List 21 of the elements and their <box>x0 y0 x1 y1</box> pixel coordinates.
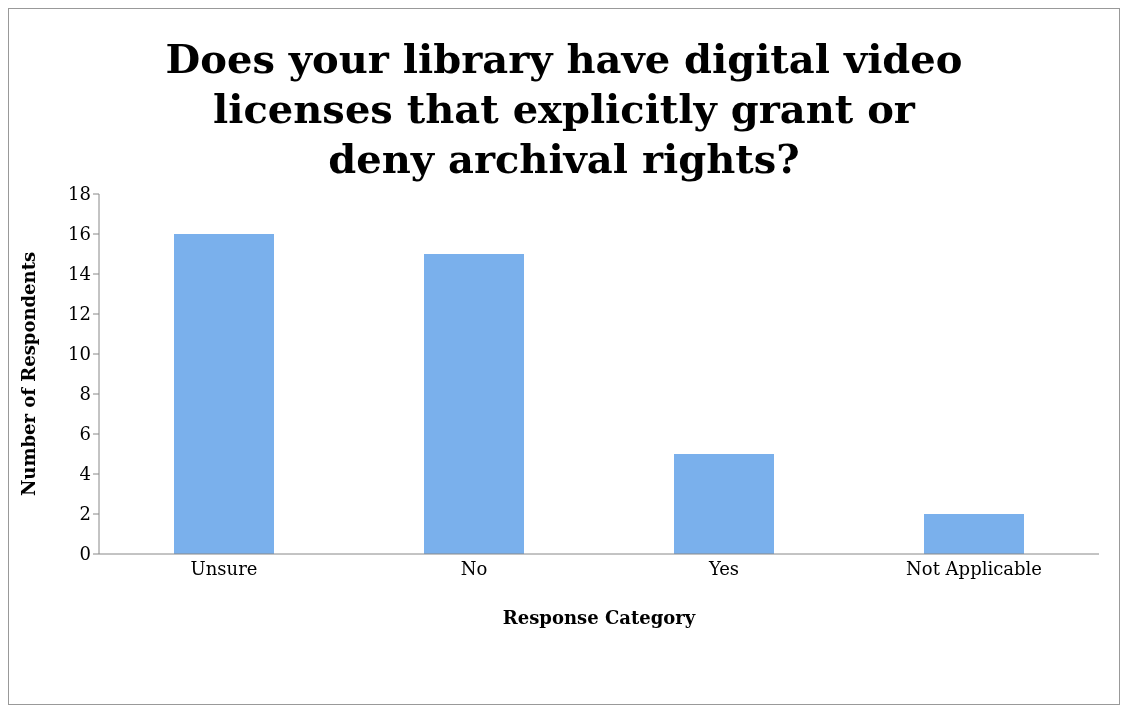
x-tick-label: No <box>460 557 488 579</box>
y-tick-label: 2 <box>79 503 91 525</box>
y-tick-label: 10 <box>68 343 91 365</box>
bar <box>174 234 274 554</box>
y-tick-label: 4 <box>79 463 91 485</box>
bar <box>424 254 524 554</box>
x-axis-title: Response Category <box>502 607 696 628</box>
y-tick-label: 6 <box>79 423 91 445</box>
y-tick-label: 16 <box>68 223 91 245</box>
y-tick-label: 0 <box>79 543 91 565</box>
y-tick-label: 12 <box>68 303 91 325</box>
bar <box>924 514 1024 554</box>
x-tick-label: Yes <box>707 557 740 579</box>
x-tick-label: Not Applicable <box>906 557 1042 579</box>
y-tick-label: 18 <box>68 183 91 205</box>
x-tick-label: Unsure <box>190 557 258 579</box>
y-tick-label: 8 <box>79 383 91 405</box>
y-tick-label: 14 <box>68 263 91 285</box>
y-axis-title: Number of Respondents <box>18 251 40 497</box>
chart-title: Does your library have digital video licenses that explicitly grant or deny archival rights? <box>164 34 964 184</box>
bar <box>674 454 774 554</box>
